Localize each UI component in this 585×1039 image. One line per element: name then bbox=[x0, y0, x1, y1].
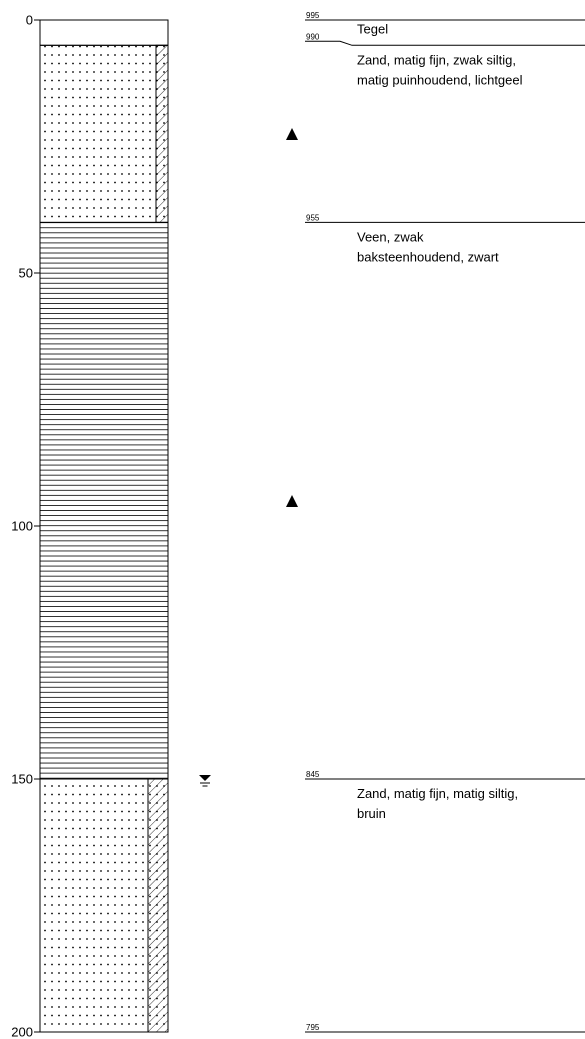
layer-description: Veen, zwak bbox=[357, 229, 424, 244]
water-level-symbol bbox=[199, 775, 211, 787]
layer bbox=[39, 778, 169, 1033]
layer bbox=[39, 19, 169, 46]
depth-tick-label: 0 bbox=[26, 13, 33, 28]
depth-tick-label: 150 bbox=[11, 772, 33, 787]
sample-marker bbox=[286, 495, 298, 507]
elevation-label: 995 bbox=[306, 11, 320, 20]
elevation-label: 845 bbox=[306, 770, 320, 779]
layer-description: Zand, matig fijn, matig siltig, bbox=[357, 786, 518, 801]
layer-description: Tegel bbox=[357, 22, 388, 37]
silt-strip bbox=[147, 778, 169, 1033]
elevation-label: 955 bbox=[306, 213, 320, 222]
depth-tick-label: 50 bbox=[19, 266, 33, 281]
layer bbox=[39, 44, 169, 223]
silt-strip bbox=[155, 44, 169, 223]
layer-description: baksteenhoudend, zwart bbox=[357, 249, 499, 264]
layer-description: Zand, matig fijn, zwak siltig, bbox=[357, 52, 516, 67]
depth-tick-label: 200 bbox=[11, 1025, 33, 1039]
sample-marker bbox=[286, 128, 298, 140]
elevation-label: 990 bbox=[306, 32, 320, 41]
layer-description: bruin bbox=[357, 806, 386, 821]
elevation-label: 795 bbox=[306, 1023, 320, 1032]
boundary-line bbox=[305, 40, 585, 46]
depth-tick-label: 100 bbox=[11, 519, 33, 534]
layer-description: matig puinhoudend, lichtgeel bbox=[357, 72, 523, 87]
layer bbox=[39, 221, 169, 780]
